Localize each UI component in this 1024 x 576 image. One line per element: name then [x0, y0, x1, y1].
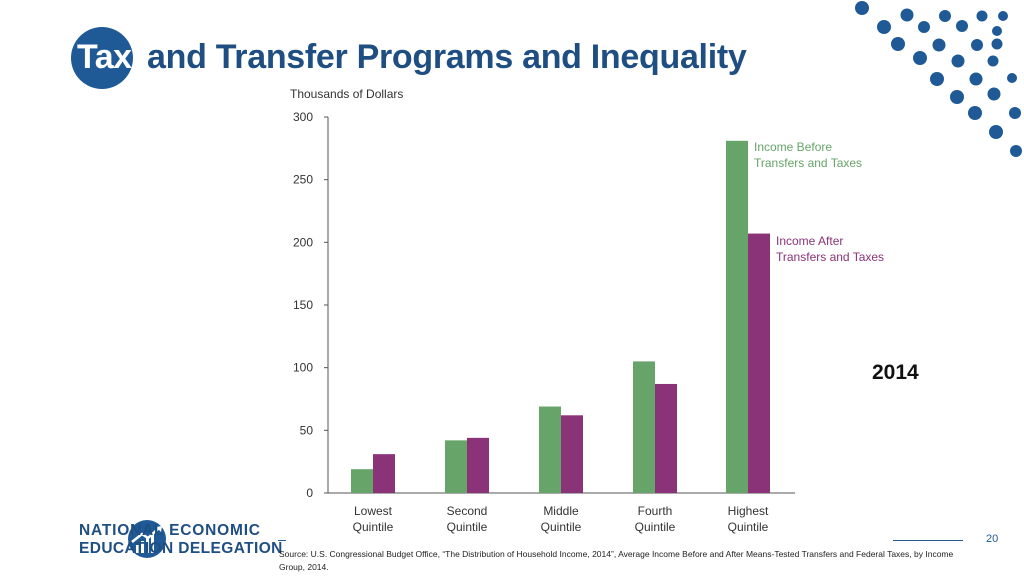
y-tick-label: 0	[306, 486, 313, 500]
title-highlight-word: Tax	[77, 38, 132, 76]
bar-before-3	[633, 361, 655, 493]
org-name-line2: EDUCATION DELEGATION	[79, 540, 283, 557]
bar-after-2	[561, 415, 583, 493]
footer-rule-right	[893, 540, 963, 541]
legend-label-after: Income After	[776, 234, 843, 248]
year-label: 2014	[872, 361, 919, 384]
x-tick-label: Fourth	[638, 504, 673, 518]
x-tick-label: Lowest	[354, 504, 393, 518]
legend-label-before: Income Before	[754, 140, 832, 154]
x-tick-label: Quintile	[728, 520, 769, 534]
bar-before-2	[539, 406, 561, 493]
y-tick-label: 150	[293, 298, 313, 312]
legend-label-after: Transfers and Taxes	[776, 250, 884, 264]
x-tick-label: Second	[447, 504, 488, 518]
bar-after-1	[467, 437, 489, 493]
x-tick-label: Quintile	[635, 520, 676, 534]
bar-after-0	[373, 454, 395, 493]
bar-before-1	[445, 440, 467, 493]
x-tick-label: Highest	[728, 504, 769, 518]
y-tick-label: 300	[293, 110, 313, 124]
y-tick-label: 200	[293, 235, 313, 249]
x-tick-label: Quintile	[541, 520, 582, 534]
source-note: Source: U.S. Congressional Budget Office…	[279, 549, 954, 572]
bar-before-0	[351, 469, 373, 493]
y-tick-label: 50	[300, 423, 314, 437]
y-axis-label: Thousands of Dollars	[290, 87, 403, 101]
legend-label-before: Transfers and Taxes	[754, 156, 862, 170]
x-tick-label: Quintile	[447, 520, 488, 534]
logo-icon	[128, 520, 166, 558]
title-highlight-circle	[71, 27, 133, 89]
x-tick-label: Quintile	[353, 520, 394, 534]
bar-before-4	[726, 140, 748, 493]
title-text: and Transfer Programs and Inequality	[147, 38, 747, 76]
y-tick-label: 100	[293, 361, 313, 375]
bar-after-3	[655, 383, 677, 493]
y-tick-label: 250	[293, 173, 313, 187]
page-number: 20	[986, 533, 999, 545]
footer-rule-left	[278, 540, 286, 541]
org-name-line1: NATIONAL ECONOMIC	[79, 522, 261, 539]
bar-after-4	[748, 233, 770, 493]
x-tick-label: Middle	[543, 504, 579, 518]
